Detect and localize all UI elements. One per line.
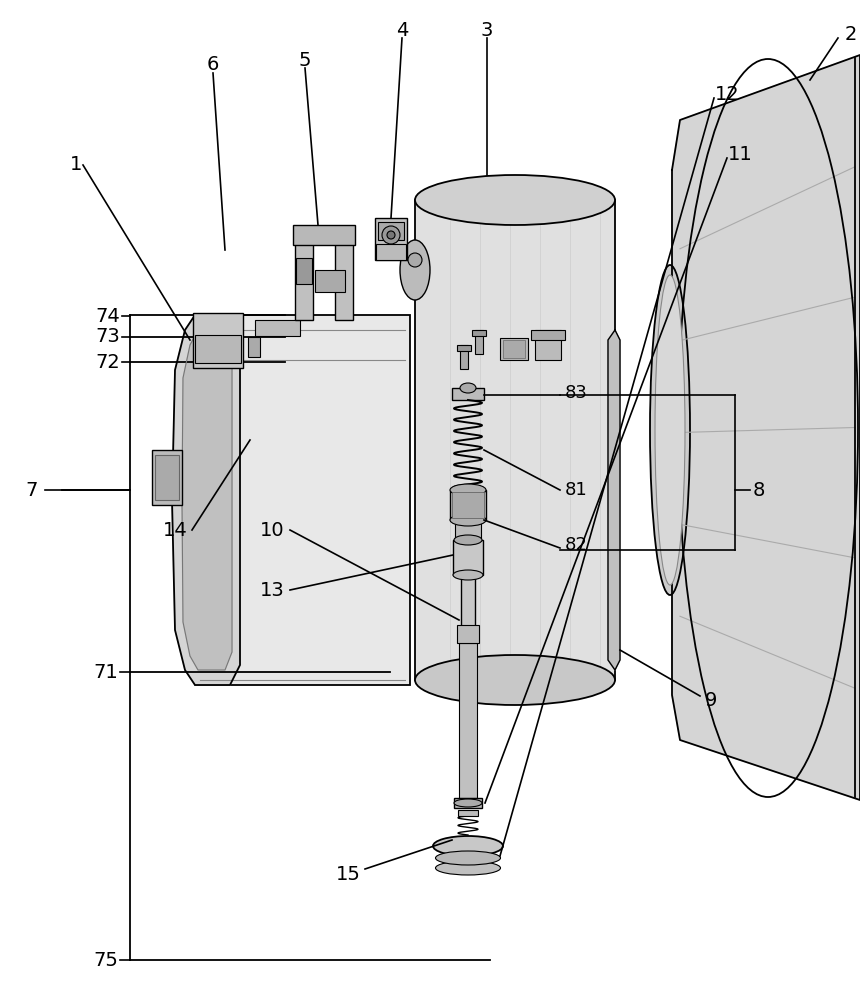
Text: 11: 11	[728, 145, 752, 164]
Text: 12: 12	[715, 86, 740, 104]
Bar	[453, 540, 483, 575]
Polygon shape	[672, 55, 860, 800]
Text: 81: 81	[565, 481, 587, 499]
Bar	[152, 450, 182, 505]
Bar	[454, 798, 482, 808]
Bar	[378, 222, 404, 240]
Text: 13: 13	[261, 580, 285, 599]
Bar	[195, 335, 241, 363]
Ellipse shape	[400, 240, 430, 300]
Polygon shape	[182, 330, 232, 670]
Text: 9: 9	[705, 690, 717, 710]
Ellipse shape	[415, 175, 615, 225]
Text: 71: 71	[93, 662, 118, 682]
Bar	[335, 230, 353, 320]
Bar	[531, 330, 565, 340]
Ellipse shape	[460, 383, 476, 393]
Bar	[500, 338, 528, 360]
Bar	[452, 388, 484, 400]
Polygon shape	[608, 330, 620, 670]
Bar	[450, 490, 486, 520]
Ellipse shape	[415, 655, 615, 705]
Ellipse shape	[650, 265, 690, 595]
Text: 3: 3	[481, 20, 493, 39]
Text: 14: 14	[163, 520, 188, 540]
Ellipse shape	[450, 484, 486, 496]
Bar	[457, 345, 471, 351]
Bar	[293, 225, 355, 245]
Ellipse shape	[382, 226, 400, 244]
Bar	[535, 330, 561, 360]
Text: 72: 72	[95, 353, 120, 371]
Ellipse shape	[453, 570, 483, 580]
Ellipse shape	[454, 799, 482, 807]
Bar	[296, 258, 312, 284]
Bar	[475, 330, 483, 354]
Text: 75: 75	[93, 950, 118, 970]
Text: 2: 2	[845, 25, 857, 44]
Ellipse shape	[655, 275, 685, 585]
Bar	[455, 520, 481, 540]
Text: 74: 74	[95, 306, 120, 326]
Text: 6: 6	[206, 55, 219, 75]
Text: 10: 10	[261, 520, 285, 540]
Bar	[248, 337, 260, 357]
Text: 5: 5	[298, 50, 311, 70]
Text: 83: 83	[565, 384, 588, 402]
Bar	[457, 625, 479, 643]
Bar	[459, 643, 477, 798]
Text: 7: 7	[25, 481, 37, 499]
Bar	[155, 455, 179, 500]
Ellipse shape	[435, 851, 501, 865]
Ellipse shape	[408, 253, 422, 267]
Bar	[376, 244, 406, 260]
Bar	[458, 810, 478, 816]
Text: 4: 4	[396, 20, 408, 39]
Ellipse shape	[435, 861, 501, 875]
Bar	[461, 575, 475, 795]
Bar	[255, 320, 300, 336]
Text: 8: 8	[753, 481, 765, 499]
Bar	[375, 218, 407, 260]
Bar	[193, 313, 243, 368]
Text: 15: 15	[335, 865, 360, 884]
Ellipse shape	[450, 514, 486, 526]
Ellipse shape	[454, 535, 482, 545]
Bar	[195, 315, 410, 685]
Polygon shape	[172, 315, 240, 685]
Text: 82: 82	[565, 536, 588, 554]
Bar	[315, 270, 345, 292]
Bar	[415, 200, 615, 680]
Bar	[503, 340, 525, 358]
Ellipse shape	[387, 231, 395, 239]
Text: 1: 1	[70, 155, 82, 174]
Text: 73: 73	[95, 328, 120, 347]
Ellipse shape	[433, 836, 503, 856]
Bar	[472, 330, 486, 336]
Bar	[452, 492, 484, 518]
Bar	[295, 230, 313, 320]
Bar	[460, 345, 468, 369]
